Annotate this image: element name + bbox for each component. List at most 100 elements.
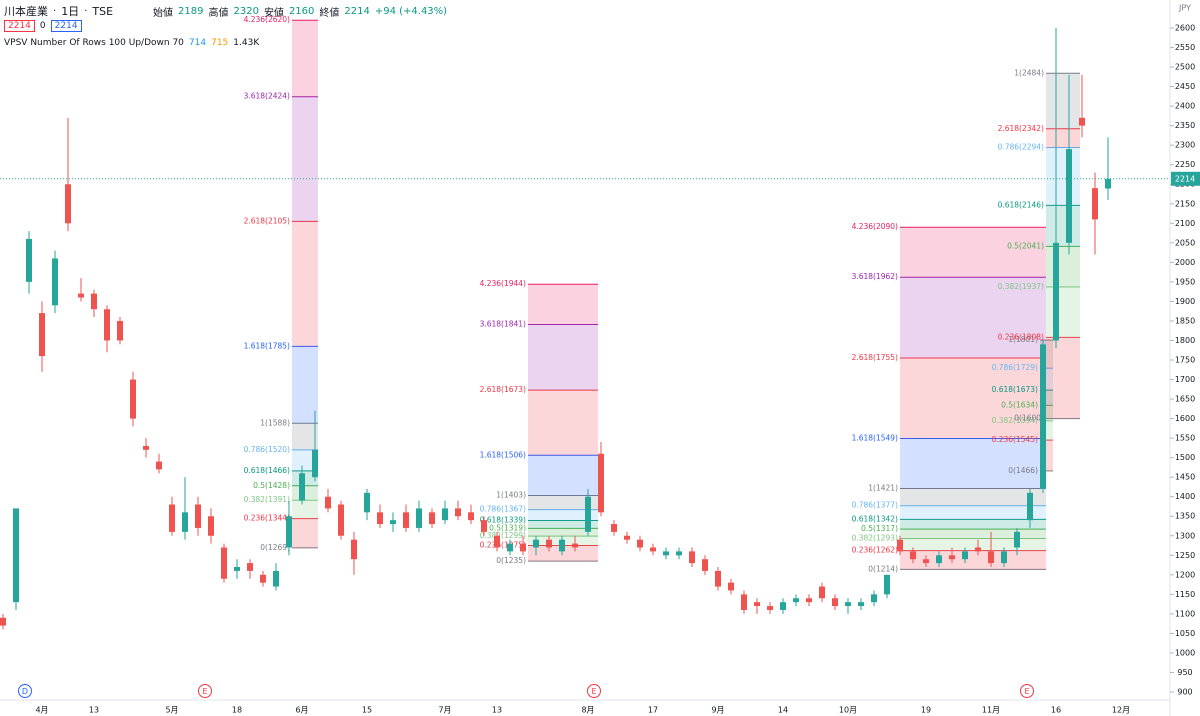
fib-label: 0(1466) (1008, 466, 1038, 475)
y-tick-label: 1800 (1175, 336, 1195, 345)
candle-body (208, 516, 214, 536)
candle-body (65, 184, 71, 224)
y-tick-label: 2100 (1175, 219, 1195, 228)
candle-body (975, 547, 981, 552)
candle-body (767, 606, 773, 610)
candle-body (195, 504, 201, 528)
fib-zone (900, 277, 1046, 359)
fib-label: 1.618(1549) (852, 434, 898, 443)
badge: 0 (39, 21, 46, 31)
event-label: E (1024, 687, 1029, 696)
candle-body (507, 543, 513, 552)
candle-body (715, 570, 721, 587)
candle-body (403, 512, 409, 528)
candle-body (923, 559, 929, 564)
candle-body (637, 539, 643, 548)
candle-body (624, 535, 630, 540)
fib-zone (900, 538, 1046, 551)
indicator-name: VPSV Number Of Rows 100 Up/Down 70 (4, 38, 184, 48)
fib-zone (292, 500, 318, 519)
candle-body (26, 238, 32, 282)
fib-label: 0.5(1319) (489, 523, 526, 532)
fib-label: 1.618(1785) (244, 341, 290, 350)
symbol: 川本産業 (4, 5, 48, 18)
fib-label: 2.618(2342) (998, 124, 1044, 133)
fib-label: 0.5(2041) (1007, 241, 1044, 250)
candle-body (650, 547, 656, 552)
candle-body (286, 516, 292, 548)
fib-zone (528, 545, 598, 562)
y-tick-label: 1700 (1175, 375, 1195, 384)
candle-body (585, 496, 591, 532)
y-tick-label: 2000 (1175, 258, 1195, 267)
fib-label: 4.236(2090) (852, 222, 898, 231)
x-tick-label: 10月 (839, 706, 857, 715)
y-tick-label: 1850 (1175, 316, 1195, 325)
indicator-value: 715 (211, 38, 229, 48)
fib-zone (292, 449, 318, 471)
candle-body (884, 574, 890, 595)
candle-body (1001, 551, 1007, 564)
fib-label: 0.618(1466) (244, 466, 290, 475)
candle-body (819, 586, 825, 599)
candle-body (858, 602, 864, 607)
candle-body (1027, 492, 1033, 521)
fib-zone (900, 529, 1046, 539)
fib-zone (292, 423, 318, 450)
candle-body (143, 445, 149, 450)
candle-body (832, 598, 838, 607)
candle-body (936, 555, 942, 564)
fib-label: 1(1588) (260, 418, 290, 427)
y-tick-label: 2450 (1175, 82, 1195, 91)
fib-zone (528, 509, 598, 521)
indicator-line: VPSV Number Of Rows 100 Up/Down 70 714 7… (4, 38, 259, 48)
fib-zone (900, 488, 1046, 506)
y-tick-label: 1950 (1175, 277, 1195, 286)
candle-body (728, 582, 734, 591)
candle-body (273, 570, 279, 587)
fib-label: 0(1600) (1014, 414, 1044, 423)
candle-body (702, 559, 708, 571)
ohlc-value: 2320 (233, 5, 259, 17)
candle-body (1105, 178, 1111, 189)
x-tick-label: 6月 (295, 706, 308, 715)
event-label: E (591, 687, 596, 696)
fib-zone (292, 518, 318, 548)
candle-body (234, 567, 240, 571)
y-tick-label: 1150 (1175, 590, 1195, 599)
fib-zone (900, 550, 1046, 570)
x-tick-label: 17 (648, 706, 658, 715)
candle-body (312, 449, 318, 478)
candle-body (338, 504, 344, 536)
candle-body (169, 504, 175, 532)
candle-body (988, 551, 994, 564)
candle-body (481, 520, 487, 532)
fib-label: 0.5(1634) (1001, 400, 1038, 409)
y-tick-label: 950 (1177, 668, 1192, 677)
x-tick-label: 14 (778, 706, 788, 715)
fib-label: 0.236(1262) (852, 546, 898, 555)
candle-body (806, 598, 812, 603)
y-tick-label: 900 (1177, 688, 1192, 697)
event-label: E (202, 687, 207, 696)
fib-label: 3.618(1962) (852, 272, 898, 281)
fib-label: 0(1235) (496, 556, 526, 565)
fib-zone (900, 519, 1046, 530)
y-tick-label: 2150 (1175, 199, 1195, 208)
candle-body (520, 543, 526, 552)
candle-body (52, 258, 58, 306)
x-tick-label: 8月 (581, 706, 594, 715)
y-tick-label: 2500 (1175, 63, 1195, 72)
fib-label: 0.618(1342) (852, 514, 898, 523)
event-marker (198, 684, 212, 698)
fib-label: 0.786(2294) (998, 143, 1044, 152)
candle-body (845, 602, 851, 607)
candle-body (117, 320, 123, 341)
x-tick-label: 13 (492, 706, 502, 715)
candle-body (793, 598, 799, 603)
candle-body (260, 574, 266, 583)
badge: 2214 (50, 20, 82, 32)
x-tick-label: 15 (362, 706, 372, 715)
